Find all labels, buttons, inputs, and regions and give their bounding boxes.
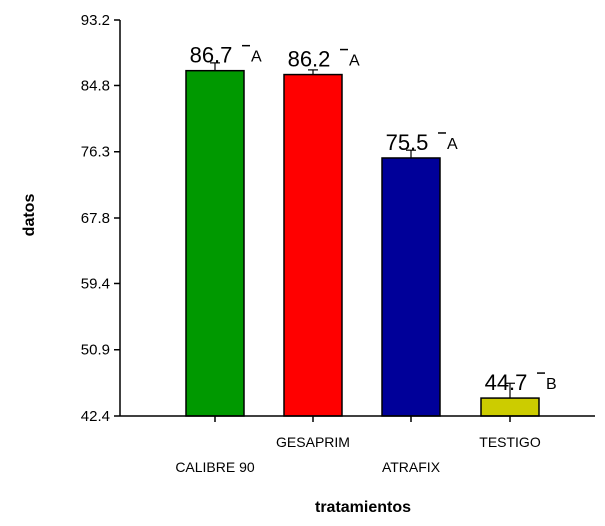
group-label: A	[251, 49, 262, 66]
labels: 86.7 A CALIBRE 90 86.2 A GESAPRIM 75.5 A ATRAFIX…	[175, 43, 556, 475]
y-axis: 42.4 50.9 59.4 67.8 76.3 84.8 93.2	[81, 12, 120, 425]
x-tick-label: GESAPRIM	[276, 434, 350, 450]
y-tick-label: 42.4	[81, 408, 110, 425]
y-tick-label: 76.3	[81, 144, 110, 161]
y-tick-label: 59.4	[81, 275, 110, 292]
y-tick-label: 93.2	[81, 12, 110, 29]
bar	[185, 69, 245, 417]
value-label: 75.5	[386, 130, 429, 155]
x-tick-label: ATRAFIX	[382, 459, 441, 475]
value-label: 44.7	[485, 370, 528, 395]
y-tick-label: 50.9	[81, 342, 110, 359]
y-tick-label: 84.8	[81, 77, 110, 94]
group-label: A	[447, 136, 458, 153]
axes	[119, 20, 595, 422]
x-tick-label: TESTIGO	[479, 434, 541, 450]
bar	[381, 157, 441, 417]
group-label: B	[546, 376, 557, 393]
value-label: 86.2	[288, 47, 331, 72]
x-tick-label: CALIBRE 90	[175, 459, 255, 475]
value-label: 86.7	[190, 43, 233, 68]
y-axis-title: datos	[21, 194, 38, 237]
group-label: A	[349, 53, 360, 70]
y-tick-label: 67.8	[81, 210, 110, 227]
bar	[283, 73, 343, 417]
bar	[480, 397, 540, 417]
bars	[185, 62, 540, 417]
x-axis-title: tratamientos	[315, 499, 411, 516]
